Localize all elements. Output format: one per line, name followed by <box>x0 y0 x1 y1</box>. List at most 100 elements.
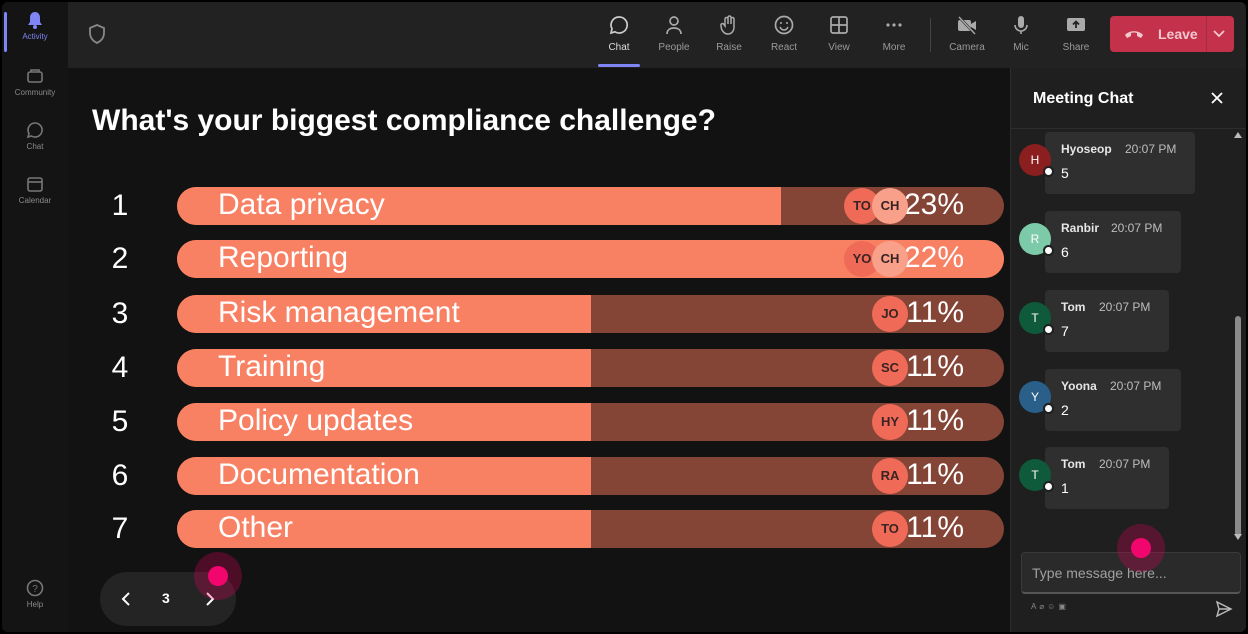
message-time: 20:07 PM <box>1111 221 1163 235</box>
calendar-icon <box>27 177 43 192</box>
toolbar-more-button[interactable]: More <box>869 10 919 64</box>
toolbar-button-label: Raise <box>716 42 742 53</box>
toolbar-people-button[interactable]: People <box>649 10 699 64</box>
option-rank: 3 <box>111 297 129 330</box>
rail-item-activity[interactable]: Activity <box>2 10 68 54</box>
message-body: 6 <box>1061 244 1069 260</box>
toolbar-share-button[interactable]: Share <box>1051 10 1101 64</box>
option-bar: Training 11% SC <box>177 349 1004 387</box>
option-bar-fill <box>177 457 591 495</box>
option-bar: Risk management 11% JO <box>177 295 1004 333</box>
message-bubble: Ranbir 20:07 PM 6 <box>1045 211 1181 273</box>
option-rank: 7 <box>111 512 129 545</box>
option-bar-fill <box>177 403 591 441</box>
message-body: 5 <box>1061 165 1069 181</box>
message-time: 20:07 PM <box>1099 457 1151 471</box>
chevron-left-icon[interactable] <box>118 590 134 608</box>
emoji-icon[interactable]: ☺ <box>1047 602 1059 611</box>
chat-icon <box>609 16 629 35</box>
mic-icon <box>1014 16 1028 34</box>
people-icon <box>666 16 682 35</box>
toolbar-raise-button[interactable]: Raise <box>704 10 754 64</box>
chat-scrollbar[interactable] <box>1233 130 1243 542</box>
close-icon[interactable] <box>1209 90 1225 106</box>
poll-question: What's your biggest compliance challenge… <box>92 104 716 137</box>
left-rail: Activity Community Chat Calendar ? Help <box>2 2 68 632</box>
more-icon <box>886 23 902 27</box>
option-label: Other <box>218 511 294 544</box>
bell-icon <box>28 12 42 29</box>
leave-divider <box>1206 16 1207 52</box>
option-bar: Data privacy 23% TO CH <box>177 187 1004 225</box>
toolbar-view-button[interactable]: View <box>814 10 864 64</box>
rail-item-community[interactable]: Community <box>2 66 68 102</box>
scroll-down-icon[interactable] <box>1234 534 1242 540</box>
option-bar: Policy updates 11% HY <box>177 403 1004 441</box>
message-time: 20:07 PM <box>1125 142 1177 156</box>
option-percentage: 11% <box>906 511 964 544</box>
toolbar-button-label: Share <box>1062 42 1090 53</box>
toolbar-button-label: Camera <box>949 42 985 53</box>
option-bar-fill <box>177 187 781 225</box>
option-rank: 1 <box>111 189 129 222</box>
rail-item-calendar[interactable]: Calendar <box>2 174 68 210</box>
voter-avatar: TO <box>844 188 880 224</box>
rail-item-label: Calendar <box>18 196 52 205</box>
voter-avatar: CH <box>872 241 908 277</box>
message-bubble: Yoona 20:07 PM 2 <box>1045 369 1181 431</box>
scroll-up-icon[interactable] <box>1234 132 1242 138</box>
rail-item-label: Help <box>26 600 44 609</box>
poll-option-row: 3 Risk management 11% JO <box>68 295 1010 333</box>
hang-up-icon <box>1125 31 1143 38</box>
presence-status-icon <box>1043 481 1054 492</box>
option-rank: 6 <box>111 459 129 492</box>
camera-off-icon <box>958 16 976 35</box>
toolbar-mic-button[interactable]: Mic <box>996 10 1046 64</box>
leave-button[interactable]: Leave <box>1110 16 1234 52</box>
leave-label: Leave <box>1158 26 1198 42</box>
sender-name: Hyoseop <box>1061 142 1112 156</box>
rail-item-label: Activity <box>22 32 48 41</box>
toolbar-react-button[interactable]: React <box>759 10 809 64</box>
toolbar-chat-button[interactable]: Chat <box>594 10 644 67</box>
attach-icon[interactable]: ⌀ <box>1039 602 1048 611</box>
poll-option-row: 2 Reporting 22% YO CH <box>68 240 1010 278</box>
send-icon[interactable] <box>1215 600 1233 618</box>
message-body: 2 <box>1061 402 1069 418</box>
option-bar-fill <box>177 349 591 387</box>
presence-status-icon <box>1043 403 1054 414</box>
option-rank: 5 <box>111 405 129 438</box>
option-label: Data privacy <box>218 188 385 221</box>
compose-toolbar: A⌀☺▣ <box>1031 602 1091 616</box>
sender-name: Tom <box>1061 457 1086 471</box>
voter-avatar: CH <box>872 188 908 224</box>
chevron-right-icon[interactable] <box>202 590 218 608</box>
message-input[interactable] <box>1032 563 1222 583</box>
option-bar-fill <box>177 510 591 548</box>
message-body: 7 <box>1061 323 1069 339</box>
option-bar: Documentation 11% RA <box>177 457 1004 495</box>
presence-status-icon <box>1043 166 1054 177</box>
format-icon[interactable]: A <box>1031 602 1040 611</box>
toolbar-button-label: React <box>770 42 798 53</box>
react-icon <box>774 15 794 35</box>
gif-icon[interactable]: ▣ <box>1058 602 1069 611</box>
toolbar-button-label: More <box>882 42 906 53</box>
voter-avatar: HY <box>872 404 908 440</box>
rail-item-label: Chat <box>26 142 44 151</box>
toolbar-camera-button[interactable]: Camera <box>942 10 992 64</box>
message-compose-box[interactable] <box>1021 552 1241 594</box>
option-bar-fill <box>177 295 591 333</box>
shield-icon[interactable] <box>88 24 106 44</box>
rail-item-help[interactable]: ? Help <box>2 578 68 614</box>
rail-item-chat[interactable]: Chat <box>2 120 68 156</box>
toolbar-divider <box>930 18 931 52</box>
toolbar-button-label: Mic <box>1013 42 1029 53</box>
option-rank: 4 <box>111 351 129 384</box>
option-label: Training <box>218 350 326 383</box>
chevron-down-icon[interactable] <box>1212 28 1226 40</box>
message-time: 20:07 PM <box>1110 379 1162 393</box>
message-bubble: Hyoseop 20:07 PM 5 <box>1045 132 1195 194</box>
option-percentage: 11% <box>906 404 964 437</box>
scrollbar-thumb[interactable] <box>1235 316 1241 536</box>
